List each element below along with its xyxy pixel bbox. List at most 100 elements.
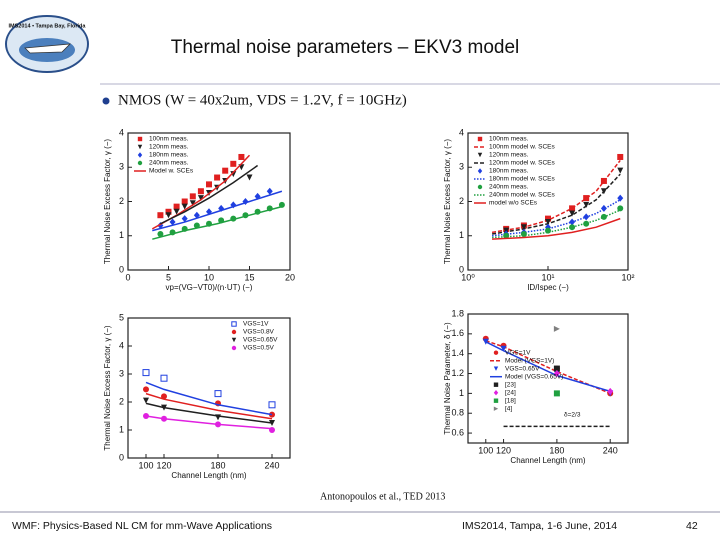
point xyxy=(238,153,245,160)
model-line xyxy=(491,159,621,234)
slide-title: Thermal noise parameters – EKV3 model xyxy=(171,37,520,58)
y-tick-label: 1 xyxy=(459,388,464,398)
model-line xyxy=(145,392,273,420)
chart: 100 120 180 240 0.6 0.8 1 1.2 1.4 1.6 1.8 Channel L… xyxy=(443,308,629,465)
legend-label: 240nm model w. SCEs xyxy=(489,192,556,199)
model-line xyxy=(145,415,273,430)
point xyxy=(189,193,196,200)
chart: 10⁰ 10¹ 10² 0 1 2 3 4 ID/Ispec (−) Thermal Noise … xyxy=(443,127,634,292)
y-axis-label: Thermal Noise Excess Factor, γ (−) xyxy=(103,325,112,450)
model-line xyxy=(491,173,621,235)
y-tick-label: 3 xyxy=(119,368,124,378)
y-tick-label: 0 xyxy=(119,452,124,462)
legend-label: [24] xyxy=(505,389,516,396)
legend-marker xyxy=(137,136,143,142)
y-tick-label: 3 xyxy=(119,162,124,172)
legend-label: Model w. SCEs xyxy=(149,168,194,175)
model-line xyxy=(152,190,283,232)
x-tick-label: 10¹ xyxy=(541,272,554,282)
x-tick-label: 0 xyxy=(125,272,130,282)
point xyxy=(169,218,176,226)
y-tick-label: 1.6 xyxy=(451,328,464,338)
plot-frame xyxy=(127,317,291,459)
point xyxy=(553,390,560,397)
legend-label: [4] xyxy=(505,405,512,412)
x-tick-label: 10² xyxy=(621,272,634,282)
y-axis-label: Thermal Noise Parameter, δ (−) xyxy=(443,322,452,435)
point xyxy=(181,198,188,205)
legend-label: Model (VGS=1V) xyxy=(505,357,554,364)
point xyxy=(266,187,273,195)
citation: Antonopoulos et al., TED 2013 xyxy=(320,491,445,502)
legend-label: 120nm meas. xyxy=(489,152,529,159)
y-axis-label: Thermal Noise Excess Factor, γ (−) xyxy=(443,139,452,264)
point xyxy=(214,174,221,181)
x-tick-label: 100 xyxy=(138,460,153,470)
point xyxy=(520,224,527,231)
point xyxy=(161,393,167,400)
y-tick-label: 4 xyxy=(119,340,124,350)
x-tick-label: 240 xyxy=(603,445,618,455)
point xyxy=(181,203,188,210)
point xyxy=(569,210,576,217)
legend-marker xyxy=(477,168,483,174)
legend-label: 240nm meas. xyxy=(149,160,189,167)
point xyxy=(165,212,172,219)
point xyxy=(197,188,204,195)
y-tick-label: 1 xyxy=(459,230,464,240)
legend-marker xyxy=(477,136,483,142)
y-tick-label: 0.8 xyxy=(451,408,464,418)
logo-boat xyxy=(24,43,72,54)
legend-marker xyxy=(493,390,499,396)
bullet-dot xyxy=(102,97,110,105)
y-tick-label: 2 xyxy=(459,196,464,206)
legend-marker xyxy=(493,406,499,411)
page-number: 42 xyxy=(686,520,698,532)
legend-label: 120nm meas. xyxy=(149,144,189,151)
point xyxy=(214,390,222,398)
legend-marker xyxy=(493,398,499,403)
legend-label: Model (VGS=0.65V) xyxy=(505,373,563,380)
point xyxy=(230,171,237,178)
point xyxy=(553,325,560,332)
model-line xyxy=(492,217,621,240)
point xyxy=(553,370,560,378)
point xyxy=(569,224,576,231)
y-tick-label: 4 xyxy=(119,127,124,137)
legend-label: 100nm meas. xyxy=(149,136,189,143)
point xyxy=(197,195,204,202)
legend-marker xyxy=(137,160,143,166)
model-line xyxy=(485,340,611,395)
legend-marker xyxy=(493,366,499,371)
point xyxy=(617,153,624,160)
y-tick-label: 1.2 xyxy=(451,368,464,378)
x-tick-label: 120 xyxy=(496,445,511,455)
point xyxy=(617,167,624,174)
x-axis-label: ID/Ispec (−) xyxy=(527,283,569,292)
legend-marker xyxy=(231,345,237,351)
legend-label: 180nm meas. xyxy=(489,168,529,175)
x-axis-label: Channel Length (nm) xyxy=(171,471,246,480)
legend-label: 240nm meas. xyxy=(489,184,529,191)
legend-marker xyxy=(231,321,237,327)
legend-label: [18] xyxy=(505,397,516,404)
legend-label: VGS=0.8V xyxy=(243,329,275,336)
x-tick-label: 180 xyxy=(210,460,225,470)
chart: 0 5 10 15 20 0 1 2 3 4 vp=(VG−VT0)/(n·UT) (−) Therm… xyxy=(103,127,295,292)
point xyxy=(545,219,551,226)
point xyxy=(500,345,507,352)
y-tick-label: 2 xyxy=(119,196,124,206)
x-axis-label: vp=(VG−VT0)/(n·UT) (−) xyxy=(166,283,253,292)
point xyxy=(165,208,172,215)
point xyxy=(160,374,168,382)
y-tick-label: 4 xyxy=(459,127,464,137)
y-tick-label: 2 xyxy=(119,396,124,406)
legend-label: 180nm meas. xyxy=(149,152,189,159)
legend-marker xyxy=(137,152,143,158)
model-line xyxy=(485,341,611,393)
x-tick-label: 15 xyxy=(244,272,254,282)
point xyxy=(545,215,551,222)
legend-label: VGS=0.65V xyxy=(505,365,540,372)
point xyxy=(143,397,149,404)
model-line xyxy=(492,199,621,237)
